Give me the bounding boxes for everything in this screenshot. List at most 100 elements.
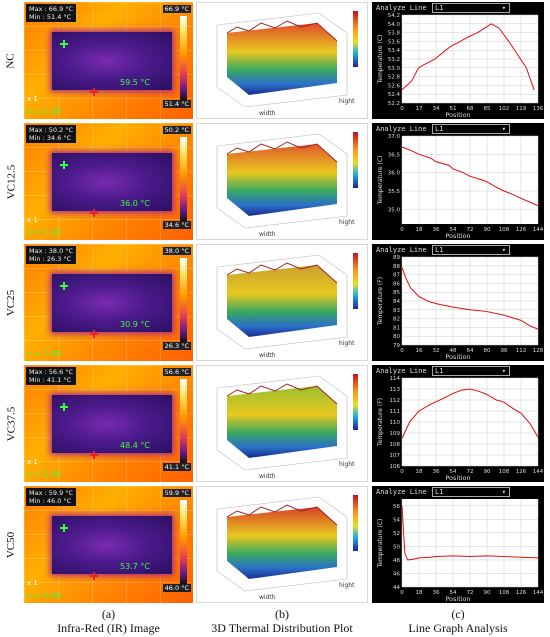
ir-zoom: x 1 bbox=[27, 95, 38, 103]
ir-specimen bbox=[52, 153, 172, 211]
x-axis-label: Position bbox=[445, 474, 470, 482]
x-tick-label: 36 bbox=[433, 590, 440, 596]
axis-label-width: width bbox=[259, 352, 276, 359]
surface-plot: width hight bbox=[216, 253, 358, 359]
x-tick-label: 144 bbox=[533, 227, 544, 233]
ir-crosshair-icon bbox=[60, 524, 68, 532]
y-tick-label: 86 bbox=[393, 281, 400, 287]
y-tick-label: 107 bbox=[390, 453, 401, 459]
x-tick-label: 34 bbox=[433, 106, 440, 112]
line-select[interactable]: L1 ▾ bbox=[432, 366, 510, 376]
chevron-down-icon: ▾ bbox=[501, 125, 506, 133]
x-tick-label: 54 bbox=[450, 590, 457, 596]
ir-scale-bottom: 26.3 °C bbox=[162, 342, 191, 350]
ir-color-scale bbox=[180, 258, 187, 342]
ir-stats: Max : 38.0 °C Min : 26.3 °C bbox=[26, 246, 77, 264]
axis-label-hight: hight bbox=[339, 340, 355, 347]
ir-crosshair-icon bbox=[60, 282, 68, 290]
ir-emissivity: ε = 1.00 bbox=[27, 349, 61, 358]
y-axis-label: Temperature (C) bbox=[377, 519, 384, 569]
line-select[interactable]: L1 ▾ bbox=[432, 3, 510, 13]
row-label: VC12.5 bbox=[0, 123, 22, 240]
axis-label-width: width bbox=[259, 594, 276, 601]
plot-colorbar bbox=[353, 495, 358, 551]
x-tick-label: 119 bbox=[516, 106, 527, 112]
axis-label-width: width bbox=[259, 231, 276, 238]
axis-label-hight: hight bbox=[339, 219, 355, 226]
y-tick-label: 83 bbox=[393, 308, 400, 314]
y-tick-label: 46 bbox=[393, 571, 400, 577]
ir-stats: Max : 66.9 °C Min : 51.4 °C bbox=[26, 4, 77, 22]
row-label-text: VC25 bbox=[5, 289, 17, 316]
ir-emissivity: ε = 1.00 bbox=[27, 470, 61, 479]
chevron-down-icon: ▾ bbox=[501, 246, 506, 254]
y-tick-label: 89 bbox=[393, 255, 400, 261]
surface bbox=[227, 265, 337, 337]
series-line bbox=[401, 505, 539, 561]
thermal-3d-plot: width hight bbox=[196, 2, 368, 119]
ir-image: Max : 56.6 °C Min : 41.1 °C 56.6 °C 41.1 °C… bbox=[24, 365, 193, 482]
ir-image: Max : 38.0 °C Min : 26.3 °C 38.0 °C 26.3 °C… bbox=[24, 244, 193, 361]
surface bbox=[227, 507, 337, 579]
line-graph: Analyze Line L1 ▾ 0 18 36 54 72 90 108 126 144 114 11… bbox=[372, 365, 544, 482]
ir-crosshair-icon bbox=[60, 40, 68, 48]
surface-ridge bbox=[226, 262, 338, 284]
line-select[interactable]: L1 ▾ bbox=[432, 245, 510, 255]
ir-hotspot-icon bbox=[90, 209, 98, 217]
y-tick-label: 54.0 bbox=[388, 22, 401, 28]
y-tick-label: 52.2 bbox=[388, 101, 400, 107]
row-label: VC25 bbox=[0, 244, 22, 361]
surface bbox=[227, 23, 337, 95]
y-tick-label: 53.6 bbox=[388, 39, 401, 45]
x-tick-label: 108 bbox=[499, 227, 510, 233]
x-tick-label: 90 bbox=[484, 227, 491, 233]
y-tick-label: 110 bbox=[390, 420, 401, 426]
x-tick-label: 96 bbox=[501, 348, 508, 354]
surface-ridge bbox=[226, 20, 338, 42]
ir-emissivity: ε = 1.00 bbox=[27, 591, 61, 600]
ir-spot-temp: 30.9 °C bbox=[120, 320, 150, 329]
y-tick-label: 53.4 bbox=[388, 48, 401, 54]
ir-specimen bbox=[52, 32, 172, 90]
caption-a-letter: (a) bbox=[101, 607, 116, 621]
analyze-line-label: Analyze Line bbox=[376, 4, 427, 12]
series-line bbox=[401, 388, 539, 439]
thermal-3d-plot: width hight bbox=[196, 123, 368, 240]
caption-b-letter: (b) bbox=[275, 607, 289, 621]
caption-c-letter: (c) bbox=[451, 607, 465, 621]
line-select[interactable]: L1 ▾ bbox=[432, 124, 510, 134]
x-axis-label: Position bbox=[445, 111, 470, 119]
series-line bbox=[401, 23, 535, 91]
plot-box bbox=[216, 496, 348, 592]
row-label: NC bbox=[0, 2, 22, 119]
analyze-line-label: Analyze Line bbox=[376, 488, 427, 496]
x-tick-label: 126 bbox=[516, 227, 527, 233]
analyze-line-label: Analyze Line bbox=[376, 125, 427, 133]
ir-stats: Max : 56.6 °C Min : 41.1 °C bbox=[26, 367, 77, 385]
y-axis-label: Temperature (C) bbox=[377, 156, 384, 206]
y-tick-label: 52.4 bbox=[388, 92, 401, 98]
x-axis-label: Position bbox=[445, 595, 470, 603]
x-tick-label: 144 bbox=[533, 469, 544, 475]
y-axis-label: Temperature (F) bbox=[377, 398, 384, 447]
ir-max: Max : 56.6 °C bbox=[29, 368, 74, 376]
caption-a-title: Infra-Red (IR) Image bbox=[57, 621, 160, 635]
caption-c: (c) Line Graph Analysis bbox=[372, 607, 544, 635]
ir-min: Min : 46.0 °C bbox=[29, 497, 72, 505]
ir-image: Max : 66.9 °C Min : 51.4 °C 66.9 °C 51.4 °C… bbox=[24, 2, 193, 119]
y-tick-label: 36.0 bbox=[388, 171, 401, 177]
ir-zoom: x 1 bbox=[27, 216, 38, 224]
x-tick-label: 126 bbox=[516, 590, 527, 596]
line-select[interactable]: L1 ▾ bbox=[432, 487, 510, 497]
x-tick-label: 108 bbox=[499, 469, 510, 475]
caption-b: (b) 3D Thermal Distribution Plot bbox=[196, 607, 368, 635]
y-tick-label: 52.6 bbox=[388, 83, 401, 89]
surface bbox=[227, 144, 337, 216]
analyze-line-label: Analyze Line bbox=[376, 246, 427, 254]
x-tick-label: 18 bbox=[416, 590, 423, 596]
thermal-3d-plot: width hight bbox=[196, 486, 368, 603]
x-tick-label: 36 bbox=[433, 469, 440, 475]
ir-specimen bbox=[52, 274, 172, 332]
series-line bbox=[401, 146, 539, 207]
ir-spot-temp: 53.7 °C bbox=[120, 562, 150, 571]
